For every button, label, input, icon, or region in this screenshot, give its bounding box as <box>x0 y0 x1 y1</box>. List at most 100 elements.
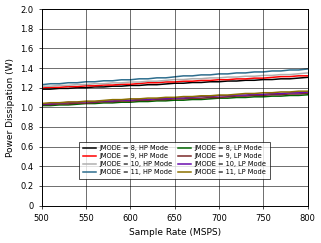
JMODE = 9, LP Mode <box>93 101 97 104</box>
JMODE = 9, HP Mode <box>297 74 300 77</box>
JMODE = 11, LP Mode <box>57 101 61 104</box>
JMODE = 9, HP Mode <box>66 85 70 88</box>
JMODE = 9, LP Mode <box>297 93 300 95</box>
JMODE = 8, LP Mode <box>190 98 194 101</box>
JMODE = 8, LP Mode <box>244 96 247 99</box>
JMODE = 8, LP Mode <box>84 102 88 105</box>
JMODE = 11, LP Mode <box>128 97 132 100</box>
JMODE = 10, HP Mode <box>217 77 221 79</box>
JMODE = 9, LP Mode <box>270 93 274 96</box>
JMODE = 10, HP Mode <box>128 81 132 84</box>
JMODE = 11, LP Mode <box>208 94 212 97</box>
JMODE = 8, LP Mode <box>111 101 115 104</box>
JMODE = 11, HP Mode <box>137 77 141 80</box>
JMODE = 10, LP Mode <box>306 91 309 94</box>
JMODE = 8, HP Mode <box>66 87 70 90</box>
Line: JMODE = 11, HP Mode: JMODE = 11, HP Mode <box>42 69 308 85</box>
JMODE = 9, LP Mode <box>182 97 186 100</box>
JMODE = 11, HP Mode <box>190 74 194 77</box>
Line: JMODE = 8, HP Mode: JMODE = 8, HP Mode <box>42 77 308 89</box>
JMODE = 11, HP Mode <box>173 75 177 78</box>
Line: JMODE = 10, LP Mode: JMODE = 10, LP Mode <box>42 92 308 104</box>
JMODE = 11, HP Mode <box>93 80 97 83</box>
JMODE = 10, HP Mode <box>111 81 115 84</box>
JMODE = 8, LP Mode <box>119 101 123 104</box>
JMODE = 11, HP Mode <box>297 69 300 71</box>
JMODE = 8, HP Mode <box>252 79 256 82</box>
JMODE = 9, LP Mode <box>164 98 168 101</box>
JMODE = 11, HP Mode <box>261 70 265 73</box>
JMODE = 9, HP Mode <box>288 75 292 78</box>
JMODE = 8, LP Mode <box>75 103 79 106</box>
JMODE = 9, HP Mode <box>164 80 168 83</box>
JMODE = 8, LP Mode <box>128 101 132 104</box>
JMODE = 8, HP Mode <box>128 84 132 87</box>
JMODE = 10, LP Mode <box>137 98 141 101</box>
JMODE = 10, LP Mode <box>217 94 221 97</box>
JMODE = 11, HP Mode <box>270 69 274 72</box>
JMODE = 11, LP Mode <box>75 100 79 103</box>
JMODE = 9, LP Mode <box>84 102 88 105</box>
JMODE = 9, LP Mode <box>279 93 283 96</box>
JMODE = 10, LP Mode <box>66 101 70 104</box>
JMODE = 9, HP Mode <box>235 78 239 80</box>
JMODE = 8, HP Mode <box>279 77 283 80</box>
JMODE = 11, HP Mode <box>57 82 61 85</box>
JMODE = 8, LP Mode <box>270 95 274 98</box>
JMODE = 8, LP Mode <box>57 104 61 106</box>
JMODE = 11, HP Mode <box>208 73 212 76</box>
JMODE = 11, LP Mode <box>297 90 300 93</box>
JMODE = 10, LP Mode <box>173 96 177 99</box>
JMODE = 11, LP Mode <box>252 92 256 95</box>
JMODE = 8, LP Mode <box>164 99 168 102</box>
JMODE = 10, HP Mode <box>48 85 52 88</box>
JMODE = 11, HP Mode <box>217 72 221 75</box>
JMODE = 8, LP Mode <box>102 101 106 104</box>
JMODE = 8, HP Mode <box>137 84 141 87</box>
JMODE = 9, HP Mode <box>190 80 194 83</box>
JMODE = 11, LP Mode <box>155 97 159 100</box>
JMODE = 8, HP Mode <box>173 82 177 85</box>
JMODE = 8, LP Mode <box>279 95 283 98</box>
JMODE = 11, LP Mode <box>66 100 70 103</box>
JMODE = 9, LP Mode <box>40 103 44 106</box>
JMODE = 10, LP Mode <box>279 92 283 95</box>
Line: JMODE = 8, LP Mode: JMODE = 8, LP Mode <box>42 95 308 106</box>
JMODE = 8, LP Mode <box>208 97 212 100</box>
JMODE = 9, LP Mode <box>128 100 132 103</box>
JMODE = 8, LP Mode <box>297 94 300 97</box>
JMODE = 9, HP Mode <box>128 83 132 86</box>
JMODE = 10, HP Mode <box>226 76 230 78</box>
JMODE = 9, HP Mode <box>279 75 283 78</box>
JMODE = 11, HP Mode <box>252 70 256 73</box>
JMODE = 11, HP Mode <box>199 73 203 76</box>
Line: JMODE = 11, LP Mode: JMODE = 11, LP Mode <box>42 91 308 104</box>
JMODE = 10, HP Mode <box>146 80 150 83</box>
JMODE = 10, HP Mode <box>57 84 61 87</box>
JMODE = 8, LP Mode <box>93 102 97 105</box>
JMODE = 10, LP Mode <box>40 102 44 105</box>
JMODE = 9, HP Mode <box>182 80 186 83</box>
JMODE = 8, HP Mode <box>57 87 61 90</box>
JMODE = 11, HP Mode <box>244 71 247 74</box>
JMODE = 10, HP Mode <box>261 74 265 77</box>
JMODE = 9, HP Mode <box>252 77 256 80</box>
JMODE = 9, HP Mode <box>84 84 88 87</box>
JMODE = 9, LP Mode <box>217 96 221 99</box>
JMODE = 8, HP Mode <box>235 79 239 82</box>
JMODE = 11, LP Mode <box>288 90 292 93</box>
JMODE = 8, LP Mode <box>217 97 221 100</box>
JMODE = 11, HP Mode <box>182 74 186 77</box>
JMODE = 8, LP Mode <box>182 99 186 102</box>
JMODE = 8, HP Mode <box>288 77 292 80</box>
JMODE = 11, LP Mode <box>270 91 274 94</box>
JMODE = 9, HP Mode <box>199 79 203 82</box>
JMODE = 11, LP Mode <box>137 97 141 100</box>
JMODE = 10, LP Mode <box>208 95 212 98</box>
JMODE = 11, LP Mode <box>279 90 283 93</box>
JMODE = 10, HP Mode <box>288 73 292 76</box>
JMODE = 8, HP Mode <box>75 86 79 89</box>
JMODE = 10, LP Mode <box>252 93 256 96</box>
JMODE = 11, LP Mode <box>84 100 88 103</box>
JMODE = 11, HP Mode <box>288 69 292 71</box>
